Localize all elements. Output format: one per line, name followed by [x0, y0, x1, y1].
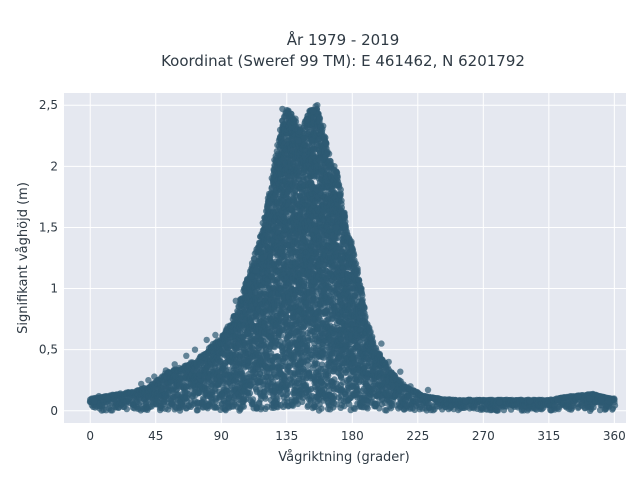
data-point: [321, 133, 328, 140]
data-point: [302, 381, 310, 389]
data-point: [282, 373, 289, 380]
data-point: [262, 395, 269, 402]
data-point: [277, 332, 285, 339]
data-point: [284, 389, 292, 397]
data-point: [194, 406, 201, 414]
data-points: [86, 102, 619, 414]
data-point: [274, 396, 281, 403]
data-point: [304, 342, 311, 349]
data-point: [263, 403, 271, 410]
data-point: [267, 253, 274, 261]
data-point: [176, 407, 184, 414]
data-point: [123, 405, 130, 413]
data-point: [240, 403, 247, 410]
data-point: [325, 150, 333, 157]
data-point: [318, 405, 325, 412]
data-point: [246, 390, 254, 397]
